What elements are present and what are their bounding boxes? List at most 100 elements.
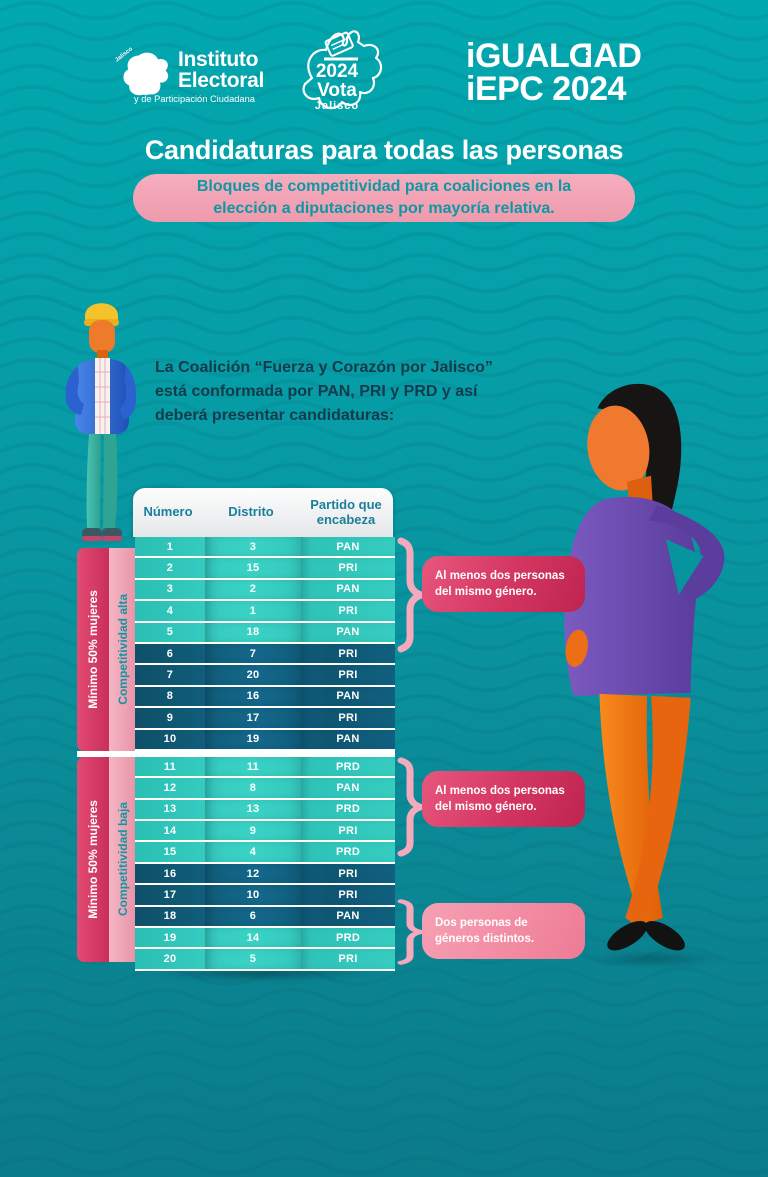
cell-distrito: 3 [205, 537, 301, 556]
table-row: 6 7 PRI [135, 643, 395, 666]
table-row: 3 2 PAN [135, 579, 395, 602]
brace-icon [397, 899, 425, 965]
table-row: 12 8 PAN [135, 778, 395, 800]
institute-line2: Electoral [178, 68, 265, 92]
table-row: 15 4 PRD [135, 842, 395, 864]
group-separator [77, 751, 135, 757]
institute-subtitle: y de Participación Ciudadana [134, 94, 255, 105]
mirrored-d-glyph: D = [569, 37, 593, 75]
cell-partido: PRD [301, 928, 395, 947]
cell-partido: PRD [301, 757, 395, 776]
table-row: 13 13 PRD [135, 799, 395, 822]
cell-distrito: 6 [205, 907, 301, 926]
table-row: 8 16 PAN [135, 686, 395, 709]
igualdad-line1: iGUALD = AD [466, 37, 642, 75]
header-numero: Número [143, 504, 193, 520]
minimum-women-label: Mínimo 50% mujeres [86, 590, 100, 709]
cell-numero: 4 [166, 604, 174, 617]
cell-numero: 12 [163, 781, 177, 794]
cell-numero: 8 [166, 690, 174, 703]
header-partido: Partido que encabeza [310, 496, 382, 527]
cell-partido: PAN [301, 537, 395, 556]
table-row: 18 6 PAN [135, 906, 395, 929]
cell-distrito: 2 [205, 580, 301, 599]
block-divider [135, 750, 395, 757]
vota-state: Jalisco [314, 99, 360, 112]
cell-numero: 3 [166, 583, 174, 596]
cell-numero: 11 [163, 760, 177, 773]
cell-distrito: 17 [205, 708, 301, 727]
vota-logo-text: 2024 Vota Jalisco [278, 62, 396, 112]
cell-distrito: 12 [205, 864, 301, 883]
cell-numero: 5 [166, 626, 174, 639]
competitiveness-high-bar: Competitividad alta [109, 548, 136, 751]
competitiveness-low-bar: Competitividad baja [109, 757, 136, 962]
callout-line: géneros distintos. [435, 933, 535, 946]
cell-distrito: 8 [205, 778, 301, 797]
woman-shadow [555, 948, 755, 970]
cell-distrito: 11 [205, 757, 301, 776]
competitiveness-high-label: Competitividad alta [115, 594, 130, 705]
table-row: 1 3 PAN [135, 537, 395, 559]
callout-line: Al menos dos personas [435, 570, 565, 582]
cell-numero: 20 [163, 953, 177, 966]
cell-numero: 6 [166, 647, 174, 660]
cell-distrito: 13 [205, 800, 301, 819]
cell-partido: PRI [301, 558, 395, 577]
cell-partido: PRD [301, 800, 395, 819]
cell-distrito: 16 [205, 687, 301, 706]
cell-partido: PRD [301, 842, 395, 861]
table-row: 17 10 PRI [135, 885, 395, 907]
table-row: 4 1 PRI [135, 601, 395, 623]
cell-numero: 18 [163, 910, 177, 923]
jalisco-state-icon [123, 52, 169, 96]
cell-partido: PAN [301, 907, 395, 926]
cell-partido: PRI [301, 821, 395, 840]
banner-line2: elección a diputaciones por mayoría rela… [213, 200, 555, 217]
cell-distrito: 7 [205, 644, 301, 663]
table-row: 16 12 PRI [135, 863, 395, 886]
cell-partido: PRI [301, 949, 395, 968]
cell-distrito: 18 [205, 623, 301, 642]
callout-line: del mismo género. [435, 801, 537, 814]
cell-distrito: 1 [205, 601, 301, 620]
table-row: 10 19 PAN [135, 729, 395, 751]
coalition-intro-text: La Coalición “Fuerza y Corazón por Jalis… [155, 356, 505, 428]
side-bar-low-competitiveness: Mínimo 50% mujeres Competitividad baja [77, 757, 136, 962]
cell-numero: 17 [163, 888, 177, 901]
vota-jalisco-logo: 2024 Vota Jalisco [278, 16, 402, 130]
cell-distrito: 10 [205, 885, 301, 904]
woman-illustration [564, 383, 725, 951]
callout-line: Al menos dos personas [435, 785, 565, 797]
cell-partido: PAN [301, 580, 395, 599]
table-row: 7 20 PRI [135, 665, 395, 687]
cell-numero: 9 [166, 711, 174, 724]
igualdad-part1: iGUAL [466, 37, 570, 75]
table-row: 19 14 PRD [135, 928, 395, 950]
brace-icon [397, 537, 425, 653]
cell-partido: PAN [301, 730, 395, 749]
table-row: 2 15 PRI [135, 558, 395, 580]
table-row: 9 17 PRI [135, 708, 395, 730]
minimum-women-label: Mínimo 50% mujeres [86, 800, 100, 919]
iepc-2024-line: iEPC 2024 [466, 70, 626, 109]
table-row: 20 5 PRI [135, 949, 395, 971]
cell-partido: PRI [301, 601, 395, 620]
ballot-icon [324, 31, 354, 57]
competitiveness-low-label: Competitividad baja [115, 802, 130, 917]
cell-partido: PRI [301, 708, 395, 727]
banner-line1: Bloques de competitividad para coalicion… [196, 178, 572, 196]
cell-partido: PRI [301, 644, 395, 663]
cell-distrito: 4 [205, 842, 301, 861]
cell-distrito: 15 [205, 558, 301, 577]
equality-bars: = [577, 44, 588, 66]
cell-distrito: 5 [205, 949, 301, 968]
cell-partido: PRI [301, 864, 395, 883]
callout-low-block: Al menos dos personas del mismo género. [422, 771, 585, 828]
table-row: 14 9 PRI [135, 821, 395, 843]
cell-distrito: 20 [205, 665, 301, 684]
intro-line2: está conformada por PAN, PRI y PRD y así [155, 383, 478, 400]
table-row: 5 18 PAN [135, 622, 395, 644]
cell-numero: 13 [163, 803, 177, 816]
